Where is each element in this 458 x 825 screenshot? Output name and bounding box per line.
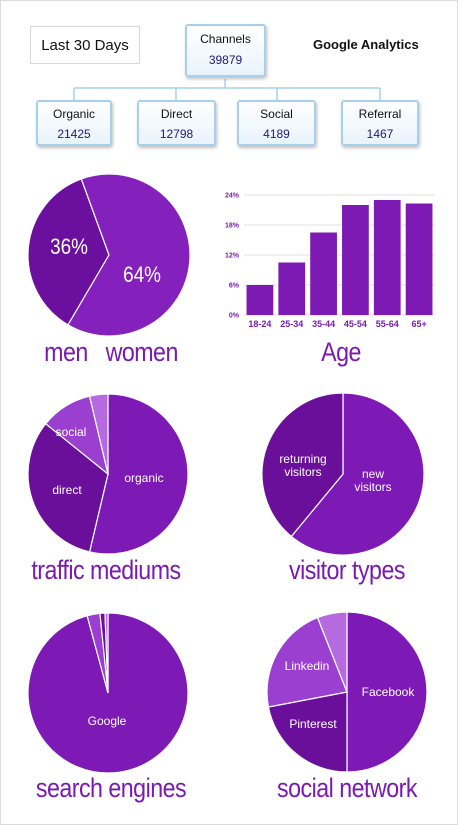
pie-slice	[266, 616, 348, 708]
slice-label: returning visitors	[279, 452, 326, 479]
channel-box-social[interactable]: Social 4189	[237, 100, 316, 146]
x-tick-label: 25-34	[280, 319, 303, 329]
date-range-box[interactable]: Last 30 Days	[30, 26, 140, 64]
slice-label: Google	[88, 714, 127, 728]
pie-slice	[290, 392, 425, 556]
slice-label: Pinterest	[289, 717, 337, 731]
slice-label: Facebook	[362, 685, 416, 699]
traffic-mediums-caption: traffic mediums	[31, 555, 181, 585]
channel-name: Referral	[358, 107, 402, 121]
x-tick-label: 35-44	[312, 319, 335, 329]
social-network-pie-chart: Facebook Pinterest Linkedin	[266, 611, 428, 773]
slice-label: 36%	[50, 235, 88, 260]
pie-slice	[88, 393, 109, 475]
channel-box-referral[interactable]: Referral 1467	[341, 100, 419, 146]
age-bar	[246, 285, 274, 315]
channel-tree-connectors	[73, 79, 381, 100]
channel-name: Organic	[52, 107, 96, 121]
channel-box-organic[interactable]: Organic 21425	[36, 100, 112, 146]
channel-value: 4189	[263, 127, 290, 141]
x-tick-label: 45-54	[344, 319, 367, 329]
age-bar-chart: 0% 6% 12% 18% 24% 18-24 25-34 35-44 45-54 55-64 65…	[225, 193, 435, 329]
pie-slice	[316, 611, 348, 693]
pie-slice	[88, 393, 189, 555]
slice-label: organic	[124, 471, 163, 485]
date-range-label: Last 30 Days	[41, 36, 129, 54]
age-bar	[373, 200, 401, 315]
slice-label: 64%	[123, 263, 161, 288]
channel-value: 21425	[57, 127, 91, 141]
search-engines-caption: search engines	[35, 773, 187, 803]
pie-slice	[346, 611, 428, 773]
slice-label: Linkedin	[285, 659, 330, 673]
search-engines-pie-chart: Google	[27, 612, 189, 774]
channel-name: Social	[260, 107, 293, 121]
age-bar	[405, 203, 433, 315]
x-tick-label: 18-24	[248, 319, 271, 329]
age-bar	[310, 232, 337, 315]
channel-root-box[interactable]: Channels 39879	[185, 24, 266, 77]
traffic-mediums-pie-chart: organic direct social	[27, 393, 189, 555]
y-tick-label: 12%	[225, 253, 240, 260]
gender-caption: men women	[44, 337, 178, 367]
x-tick-label: 65+	[411, 319, 426, 329]
y-tick-label: 6%	[229, 283, 240, 290]
gender-pie-chart: 36% 64%	[27, 173, 191, 337]
visitor-types-pie-chart: new visitors returning visitors	[261, 392, 425, 556]
channel-value: 1467	[366, 127, 394, 141]
age-bar	[342, 205, 369, 315]
visitor-types-caption: visitor types	[289, 555, 405, 585]
channel-name: Channels	[200, 32, 251, 46]
channel-box-direct[interactable]: Direct 12798	[137, 100, 216, 146]
channel-value: 39879	[208, 53, 243, 67]
slice-label: direct	[52, 483, 82, 497]
slice-label: new visitors	[354, 467, 391, 494]
y-tick-label: 18%	[225, 223, 240, 230]
pie-slice	[67, 173, 191, 337]
y-tick-label: 0%	[229, 313, 240, 320]
age-bar	[278, 262, 306, 315]
y-tick-label: 24%	[225, 193, 240, 200]
x-tick-label: 55-64	[376, 319, 399, 329]
age-caption: Age	[321, 337, 361, 367]
brand-title: Google Analytics	[313, 37, 419, 52]
pie-slice	[261, 392, 344, 538]
pie-slice	[267, 691, 348, 773]
pie-slice	[104, 612, 109, 694]
social-network-caption: social network	[277, 773, 417, 803]
pie-slice	[27, 422, 109, 553]
channel-name: Direct	[160, 107, 193, 121]
slice-label: social	[56, 425, 87, 439]
channel-value: 12798	[159, 127, 194, 141]
